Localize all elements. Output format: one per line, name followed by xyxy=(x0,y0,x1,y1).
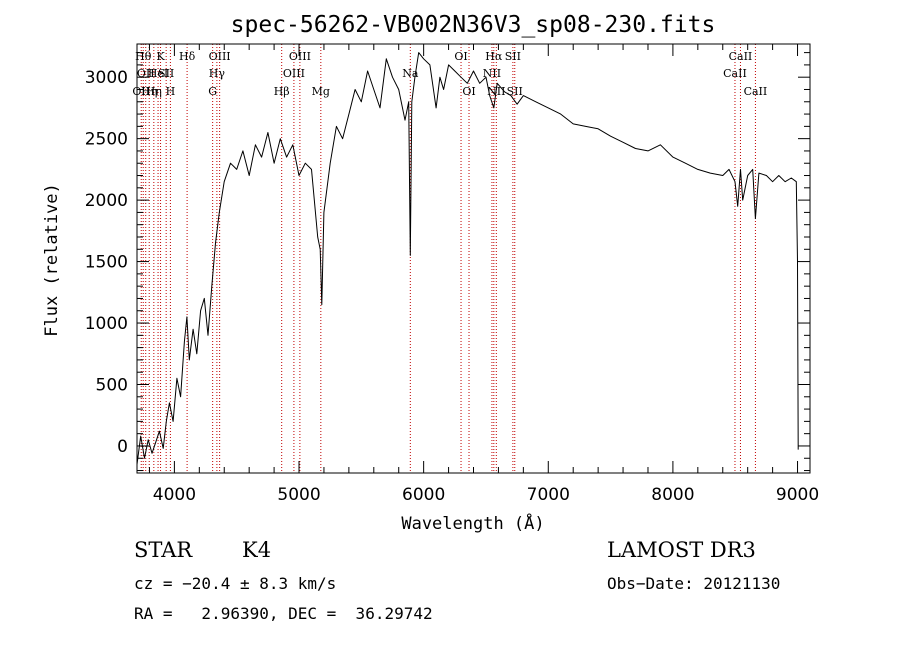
survey-name: LAMOST DR3 xyxy=(607,538,756,562)
line-label-21: Hα xyxy=(485,50,503,63)
x-tick-label-2: 6000 xyxy=(402,485,445,505)
line-label-16: Mg xyxy=(312,85,330,98)
line-label-14: OIII xyxy=(283,67,305,80)
y-tick-label-2: 1000 xyxy=(85,314,128,334)
y-axis-label: Flux (relative) xyxy=(42,183,62,337)
line-label-25: CaII xyxy=(723,67,747,80)
y-axis-ticks: 0 500 1000 1500 2000 2500 3000 xyxy=(85,52,810,472)
line-label-7: SII xyxy=(158,67,174,80)
redshift-cz: cz = −20.4 ± 8.3 km/s xyxy=(134,574,337,593)
spectrum-line xyxy=(136,52,799,465)
line-label-23: SII xyxy=(505,50,521,63)
x-tick-label-5: 9000 xyxy=(776,485,819,505)
line-label-3: Hη xyxy=(141,85,157,98)
y-tick-label-3: 1500 xyxy=(85,253,128,273)
spectral-line-labels: OIIHθOIIHηHηHeIKSIIHHδGHγOIIIHβOIIIOIIIM… xyxy=(132,50,767,98)
x-tick-label-4: 8000 xyxy=(651,485,694,505)
y-tick-label-6: 3000 xyxy=(85,68,128,88)
line-label-10: G xyxy=(208,85,217,98)
x-tick-label-1: 5000 xyxy=(277,485,320,505)
line-label-6: K xyxy=(156,50,165,63)
line-label-8: H xyxy=(166,85,176,98)
line-label-1: Hθ xyxy=(135,50,152,63)
line-label-5: HeI xyxy=(148,67,168,80)
line-label-27: CaII xyxy=(744,85,768,98)
y-tick-label-1: 500 xyxy=(96,375,128,395)
object-subclass: K4 xyxy=(242,538,272,562)
object-class: STAR xyxy=(134,538,193,562)
line-label-20: NII xyxy=(483,67,501,80)
line-label-4: Hη xyxy=(146,85,162,98)
chart-title: spec-56262-VB002N36V3_sp08-230.fits xyxy=(231,12,716,38)
line-label-15: OIII xyxy=(289,50,311,63)
line-label-26: CaII xyxy=(729,50,753,63)
spectral-line-markers xyxy=(140,44,756,473)
line-label-19: OI xyxy=(462,85,475,98)
x-tick-label-3: 7000 xyxy=(527,485,570,505)
coordinates: RA = 2.96390, DEC = 36.29742 xyxy=(134,604,433,623)
line-label-13: Hβ xyxy=(274,85,290,98)
plot-frame xyxy=(136,43,811,474)
y-tick-label-5: 2500 xyxy=(85,130,128,150)
x-axis-ticks: 4000 5000 6000 7000 8000 9000 xyxy=(148,44,819,505)
line-label-24: SII xyxy=(507,85,523,98)
y-tick-label-4: 2000 xyxy=(85,191,128,211)
observation-date: Obs−Date: 20121130 xyxy=(607,574,781,593)
y-tick-label-0: 0 xyxy=(117,437,128,457)
x-axis-label: Wavelength (Å) xyxy=(401,512,544,534)
line-label-9: Hδ xyxy=(179,50,196,63)
line-label-12: OIII xyxy=(209,50,231,63)
line-label-18: OI xyxy=(454,50,467,63)
line-label-11: Hγ xyxy=(209,67,226,80)
x-tick-label-0: 4000 xyxy=(153,485,196,505)
